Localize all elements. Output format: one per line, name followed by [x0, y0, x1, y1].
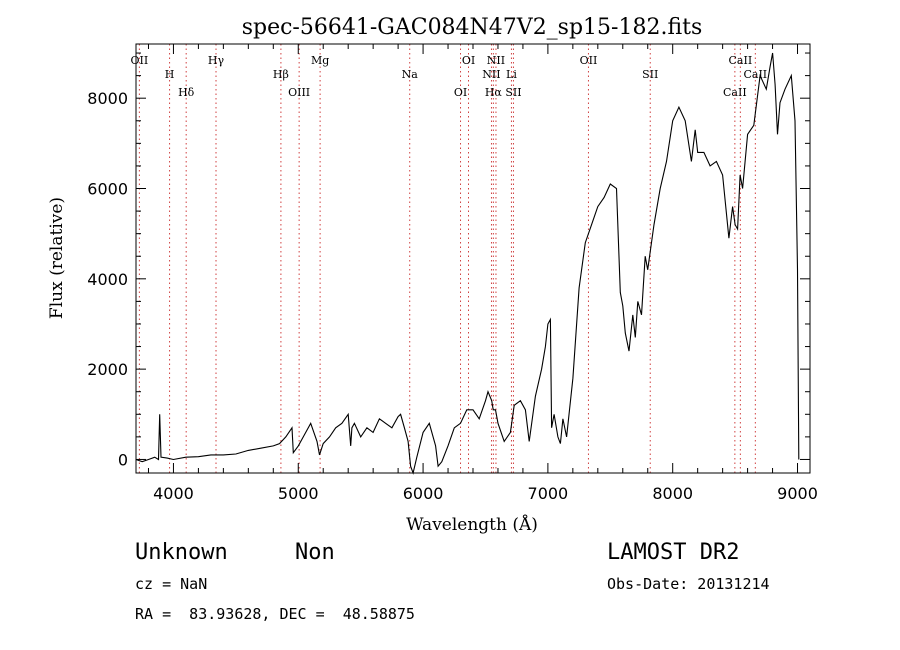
- reference-label: CaII: [723, 86, 747, 99]
- y-tick-label: 6000: [87, 180, 128, 199]
- chart-title: spec-56641-GAC084N47V2_sp15-182.fits: [242, 15, 703, 40]
- reference-label: OIII: [288, 86, 310, 99]
- x-tick-label: 4000: [153, 484, 194, 503]
- reference-label: SII: [505, 86, 521, 99]
- x-tick-label: 5000: [278, 484, 319, 503]
- reference-label: CaII: [743, 68, 767, 81]
- survey-name: LAMOST DR2: [607, 540, 740, 565]
- spectrum-chart: spec-56641-GAC084N47V2_sp15-182.fits OII…: [47, 15, 818, 535]
- reference-label: OI: [462, 54, 475, 67]
- reference-label: Hδ: [178, 86, 195, 99]
- y-tick-label: 0: [118, 450, 128, 469]
- reference-lines: [138, 44, 756, 473]
- coordinates-text: RA = 83.93628, DEC = 48.58875: [135, 605, 415, 623]
- spectrum-line: [135, 52, 800, 475]
- y-tick-label: 4000: [87, 270, 128, 289]
- reference-label: OII: [580, 54, 598, 67]
- x-axis-label: Wavelength (Å): [406, 514, 538, 535]
- y-axis-ticks: 0 2000 4000 6000 8000: [87, 52, 810, 469]
- x-tick-label: 7000: [528, 484, 569, 503]
- reference-label: Na: [402, 68, 419, 81]
- reference-label: H: [165, 68, 175, 81]
- reference-label: NII: [487, 54, 505, 67]
- redshift-text: cz = NaN: [135, 575, 208, 593]
- x-tick-label: 8000: [652, 484, 693, 503]
- reference-label: Hβ: [273, 68, 289, 81]
- x-tick-label: 6000: [403, 484, 444, 503]
- object-subclass: Non: [295, 540, 335, 565]
- x-tick-label: 9000: [777, 484, 818, 503]
- y-axis-label: Flux (relative): [47, 197, 67, 319]
- plot-frame: [135, 43, 811, 474]
- reference-label: NII: [482, 68, 500, 81]
- reference-labels: OIIHHδHγHβOIIIMgNaOIOINIIHαNIILiSIIOIISI…: [131, 54, 768, 99]
- obs-date-text: Obs-Date: 20131214: [607, 575, 770, 593]
- reference-label: OII: [131, 54, 149, 67]
- reference-label: SII: [642, 68, 658, 81]
- reference-label: Mg: [311, 54, 329, 67]
- y-tick-label: 2000: [87, 360, 128, 379]
- object-class: Unknown: [135, 540, 228, 565]
- reference-label: OI: [454, 86, 467, 99]
- y-tick-label: 8000: [87, 89, 128, 108]
- reference-label: Li: [506, 68, 517, 81]
- reference-label: Hα: [485, 86, 503, 99]
- reference-label: Hγ: [208, 54, 225, 67]
- x-axis-ticks: 4000 5000 6000 7000 8000 9000: [147, 44, 818, 503]
- reference-label: CaII: [729, 54, 753, 67]
